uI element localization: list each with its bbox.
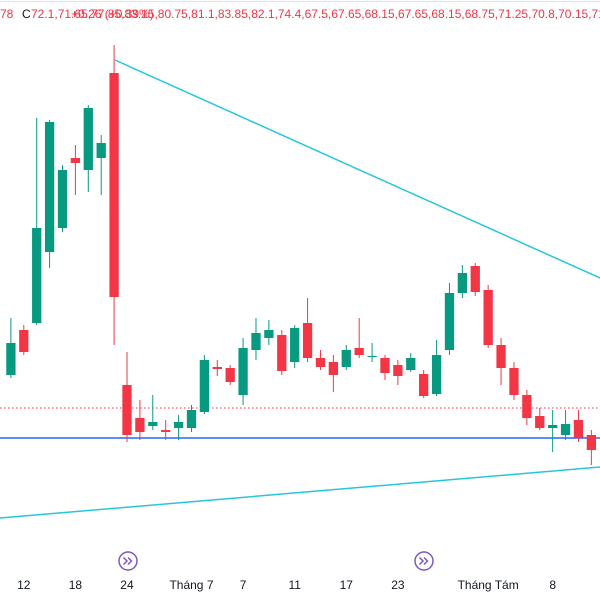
candle-body: [380, 358, 390, 373]
x-tick-label: 7: [240, 578, 247, 592]
event-icon[interactable]: [118, 551, 138, 571]
candle-body: [315, 358, 326, 367]
candle-body: [251, 333, 261, 350]
x-tick-label: 11: [288, 578, 301, 592]
candle-body: [6, 343, 16, 375]
candle-body: [586, 435, 597, 450]
candle-body: [522, 395, 532, 418]
x-tick-label: 18: [69, 578, 83, 592]
candle-body: [548, 425, 558, 428]
candle-body: [470, 266, 480, 292]
event-arrows: [418, 556, 429, 566]
header: 78 C 72.1,71.65,77.85,83.15,80.75,81.1,8…: [0, 7, 600, 21]
candle-body: [328, 362, 339, 375]
candle-body: [135, 418, 145, 432]
candle-body: [341, 350, 351, 367]
candle-body: [496, 345, 506, 368]
candle-body: [199, 360, 210, 412]
candle-body: [70, 158, 81, 163]
close-label: C: [22, 7, 31, 21]
x-tick-label: 17: [340, 578, 354, 592]
candle-body: [238, 348, 248, 395]
candle-body: [225, 368, 235, 382]
change-value: +0.26 (+0.39%): [71, 7, 154, 21]
candle-body: [57, 170, 68, 228]
cut-value: 78: [0, 7, 14, 21]
candle-body: [83, 108, 93, 170]
x-tick-label: Tháng 7: [169, 578, 213, 592]
candle-body: [393, 365, 403, 376]
candle-body: [457, 273, 468, 293]
event-arrows: [122, 556, 133, 566]
candle-body: [290, 328, 300, 362]
x-axis: 12 18 24 Tháng 7 7 11 17 23 Tháng Tám 8: [17, 578, 556, 592]
candle-body: [264, 330, 274, 338]
event-icon[interactable]: [414, 551, 434, 571]
candle-body: [212, 367, 222, 369]
candle-body: [161, 430, 171, 432]
candle-body: [573, 420, 584, 438]
candle-body: [148, 422, 158, 426]
close-value: 72.1,71.65,77.85,83.15,80.75,81.1,83.85,…: [31, 7, 600, 21]
candle-body: [406, 358, 416, 370]
candle-body: [419, 374, 429, 396]
candle-body: [302, 323, 313, 358]
candle-body: [431, 355, 442, 394]
candle-body: [32, 228, 42, 323]
candle-body: [122, 385, 132, 435]
x-tick-label: 24: [120, 578, 134, 592]
x-tick-label: 8: [549, 578, 556, 592]
candle-body: [173, 422, 184, 428]
candle-body: [367, 356, 377, 357]
candle-body: [535, 416, 545, 428]
x-tick-label: 12: [17, 578, 31, 592]
candle-body: [444, 293, 455, 350]
candle-body: [109, 73, 119, 297]
candle-body: [44, 122, 55, 252]
candle-body: [96, 143, 106, 158]
x-tick-label: Tháng Tám: [458, 578, 519, 592]
candle-body: [19, 330, 29, 352]
x-tick-label: 23: [391, 578, 405, 592]
trendline-upper: [114, 59, 600, 279]
candle-body: [560, 424, 571, 435]
candle-body: [483, 290, 493, 345]
trendline-lower: [0, 466, 600, 519]
drawings: [0, 59, 600, 519]
candle-body: [354, 348, 364, 355]
candles: [6, 45, 597, 465]
candle-body: [277, 335, 287, 371]
candle-body: [186, 410, 197, 428]
candle-body: [509, 368, 519, 395]
